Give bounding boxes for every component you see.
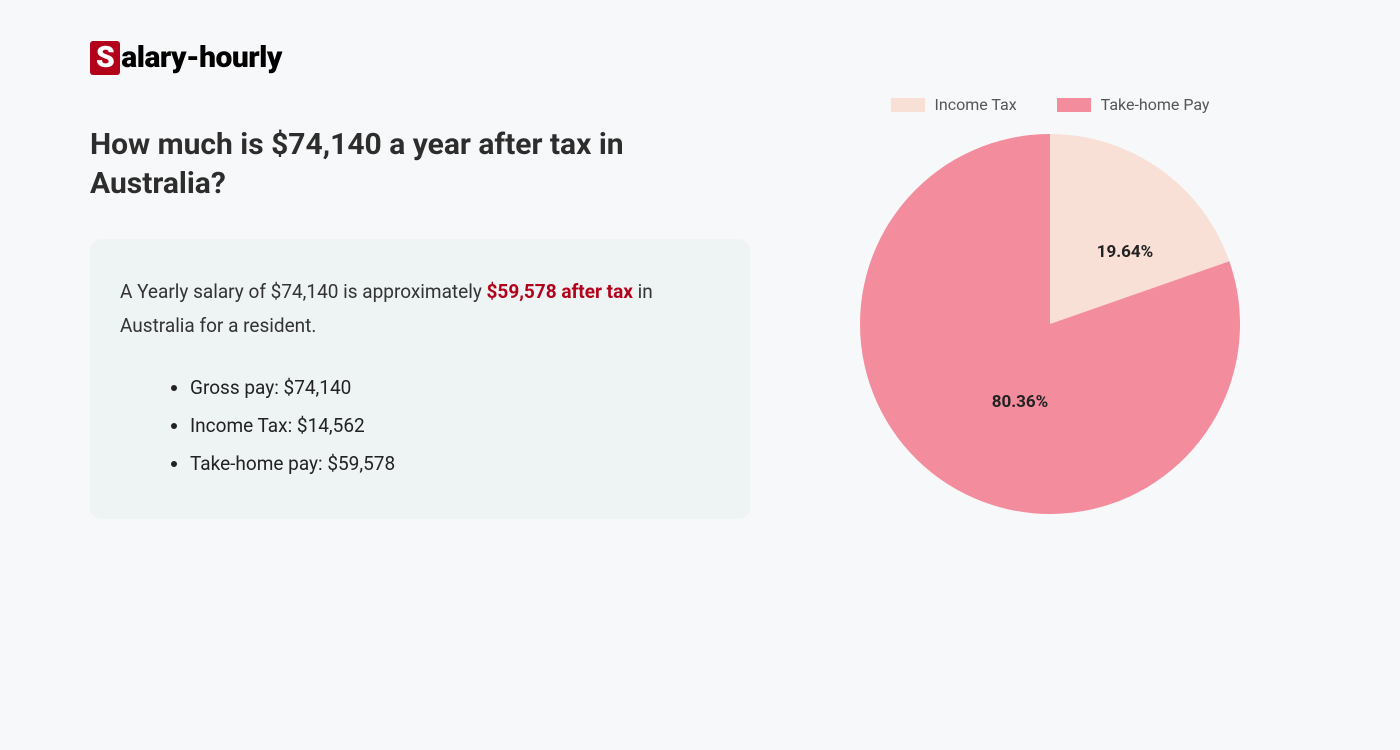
- bullet-item: Gross pay: $74,140: [190, 369, 720, 407]
- legend-label: Income Tax: [935, 95, 1017, 114]
- bullet-item: Income Tax: $14,562: [190, 407, 720, 445]
- logo-text: alary-hourly: [121, 40, 282, 75]
- pie-slice-label: 19.64%: [1097, 242, 1154, 262]
- summary-bullets: Gross pay: $74,140 Income Tax: $14,562 T…: [120, 369, 720, 483]
- bullet-item: Take-home pay: $59,578: [190, 445, 720, 483]
- summary-text: A Yearly salary of $74,140 is approximat…: [120, 275, 720, 343]
- pie-slice-label: 80.36%: [992, 392, 1049, 412]
- legend-label: Take-home Pay: [1101, 95, 1210, 114]
- page-title: How much is $74,140 a year after tax in …: [90, 125, 750, 203]
- legend-item: Income Tax: [891, 95, 1017, 114]
- chart-legend: Income Tax Take-home Pay: [891, 95, 1210, 114]
- legend-swatch: [1057, 98, 1091, 112]
- legend-swatch: [891, 98, 925, 112]
- pie-chart: 19.64% 80.36%: [860, 134, 1240, 514]
- summary-prefix: A Yearly salary of $74,140 is approximat…: [120, 280, 487, 303]
- logo-badge: S: [90, 41, 120, 75]
- legend-item: Take-home Pay: [1057, 95, 1210, 114]
- summary-box: A Yearly salary of $74,140 is approximat…: [90, 239, 750, 519]
- site-logo: Salary-hourly: [90, 40, 1310, 75]
- summary-highlight: $59,578 after tax: [487, 280, 633, 303]
